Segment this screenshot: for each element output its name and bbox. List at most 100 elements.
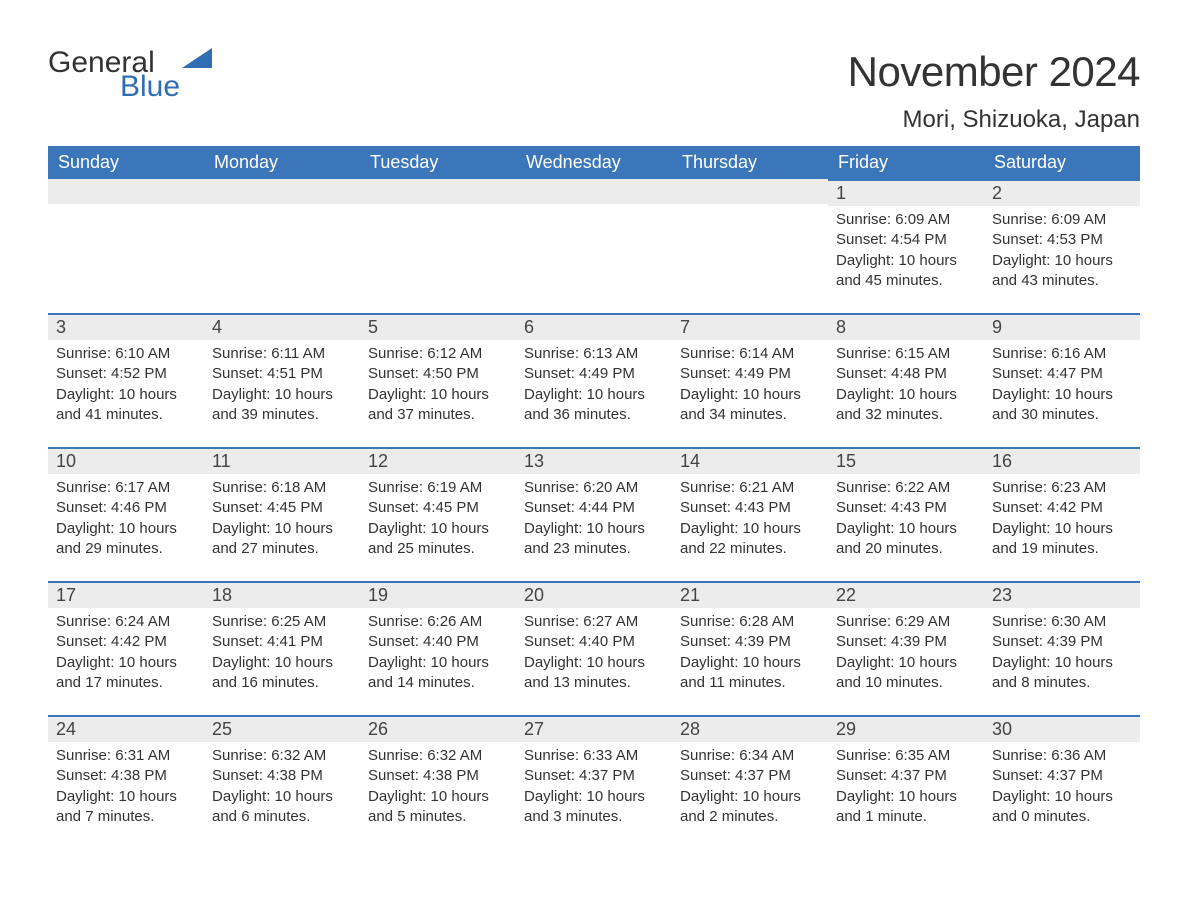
day-number bbox=[204, 179, 360, 204]
day-number: 18 bbox=[204, 581, 360, 608]
location: Mori, Shizuoka, Japan bbox=[848, 106, 1140, 134]
calendar-cell: 22Sunrise: 6:29 AMSunset: 4:39 PMDayligh… bbox=[828, 581, 984, 715]
logo: General Blue bbox=[48, 48, 218, 102]
flag-icon bbox=[182, 48, 218, 77]
day-details: Sunrise: 6:30 AMSunset: 4:39 PMDaylight:… bbox=[984, 608, 1140, 701]
weekday-header: Thursday bbox=[672, 146, 828, 179]
calendar-cell: 2Sunrise: 6:09 AMSunset: 4:53 PMDaylight… bbox=[984, 179, 1140, 313]
calendar-cell: 15Sunrise: 6:22 AMSunset: 4:43 PMDayligh… bbox=[828, 447, 984, 581]
calendar-cell: 1Sunrise: 6:09 AMSunset: 4:54 PMDaylight… bbox=[828, 179, 984, 313]
day-details: Sunrise: 6:21 AMSunset: 4:43 PMDaylight:… bbox=[672, 474, 828, 567]
day-number bbox=[48, 179, 204, 204]
day-details: Sunrise: 6:20 AMSunset: 4:44 PMDaylight:… bbox=[516, 474, 672, 567]
day-number: 10 bbox=[48, 447, 204, 474]
day-number: 7 bbox=[672, 313, 828, 340]
day-details: Sunrise: 6:09 AMSunset: 4:53 PMDaylight:… bbox=[984, 206, 1140, 299]
day-details: Sunrise: 6:23 AMSunset: 4:42 PMDaylight:… bbox=[984, 474, 1140, 567]
day-details: Sunrise: 6:22 AMSunset: 4:43 PMDaylight:… bbox=[828, 474, 984, 567]
day-number bbox=[516, 179, 672, 204]
calendar-table: SundayMondayTuesdayWednesdayThursdayFrid… bbox=[48, 146, 1140, 849]
day-number: 15 bbox=[828, 447, 984, 474]
calendar-week-row: 10Sunrise: 6:17 AMSunset: 4:46 PMDayligh… bbox=[48, 447, 1140, 581]
day-details: Sunrise: 6:29 AMSunset: 4:39 PMDaylight:… bbox=[828, 608, 984, 701]
calendar-cell: 30Sunrise: 6:36 AMSunset: 4:37 PMDayligh… bbox=[984, 715, 1140, 849]
day-number: 29 bbox=[828, 715, 984, 742]
calendar-week-row: 24Sunrise: 6:31 AMSunset: 4:38 PMDayligh… bbox=[48, 715, 1140, 849]
day-number bbox=[360, 179, 516, 204]
calendar-cell: 21Sunrise: 6:28 AMSunset: 4:39 PMDayligh… bbox=[672, 581, 828, 715]
day-details: Sunrise: 6:19 AMSunset: 4:45 PMDaylight:… bbox=[360, 474, 516, 567]
weekday-header-row: SundayMondayTuesdayWednesdayThursdayFrid… bbox=[48, 146, 1140, 179]
day-details: Sunrise: 6:25 AMSunset: 4:41 PMDaylight:… bbox=[204, 608, 360, 701]
day-details: Sunrise: 6:34 AMSunset: 4:37 PMDaylight:… bbox=[672, 742, 828, 835]
calendar-cell: 9Sunrise: 6:16 AMSunset: 4:47 PMDaylight… bbox=[984, 313, 1140, 447]
calendar-cell: 8Sunrise: 6:15 AMSunset: 4:48 PMDaylight… bbox=[828, 313, 984, 447]
day-details: Sunrise: 6:32 AMSunset: 4:38 PMDaylight:… bbox=[204, 742, 360, 835]
calendar-cell bbox=[516, 179, 672, 313]
weekday-header: Tuesday bbox=[360, 146, 516, 179]
calendar-cell: 17Sunrise: 6:24 AMSunset: 4:42 PMDayligh… bbox=[48, 581, 204, 715]
day-number: 3 bbox=[48, 313, 204, 340]
calendar-cell bbox=[360, 179, 516, 313]
calendar-cell: 29Sunrise: 6:35 AMSunset: 4:37 PMDayligh… bbox=[828, 715, 984, 849]
month-title: November 2024 bbox=[848, 48, 1140, 96]
day-number: 30 bbox=[984, 715, 1140, 742]
calendar-cell: 14Sunrise: 6:21 AMSunset: 4:43 PMDayligh… bbox=[672, 447, 828, 581]
day-number: 16 bbox=[984, 447, 1140, 474]
day-details: Sunrise: 6:27 AMSunset: 4:40 PMDaylight:… bbox=[516, 608, 672, 701]
calendar-cell bbox=[48, 179, 204, 313]
day-number: 2 bbox=[984, 179, 1140, 206]
day-details: Sunrise: 6:26 AMSunset: 4:40 PMDaylight:… bbox=[360, 608, 516, 701]
day-number: 21 bbox=[672, 581, 828, 608]
calendar-cell: 27Sunrise: 6:33 AMSunset: 4:37 PMDayligh… bbox=[516, 715, 672, 849]
day-number: 9 bbox=[984, 313, 1140, 340]
day-details: Sunrise: 6:32 AMSunset: 4:38 PMDaylight:… bbox=[360, 742, 516, 835]
calendar-cell: 6Sunrise: 6:13 AMSunset: 4:49 PMDaylight… bbox=[516, 313, 672, 447]
day-details: Sunrise: 6:13 AMSunset: 4:49 PMDaylight:… bbox=[516, 340, 672, 433]
day-number: 17 bbox=[48, 581, 204, 608]
day-number bbox=[672, 179, 828, 204]
calendar-week-row: 17Sunrise: 6:24 AMSunset: 4:42 PMDayligh… bbox=[48, 581, 1140, 715]
calendar-cell: 11Sunrise: 6:18 AMSunset: 4:45 PMDayligh… bbox=[204, 447, 360, 581]
day-number: 28 bbox=[672, 715, 828, 742]
day-details: Sunrise: 6:36 AMSunset: 4:37 PMDaylight:… bbox=[984, 742, 1140, 835]
logo-word-blue: Blue bbox=[120, 72, 180, 102]
day-details: Sunrise: 6:31 AMSunset: 4:38 PMDaylight:… bbox=[48, 742, 204, 835]
day-details: Sunrise: 6:09 AMSunset: 4:54 PMDaylight:… bbox=[828, 206, 984, 299]
calendar-cell: 3Sunrise: 6:10 AMSunset: 4:52 PMDaylight… bbox=[48, 313, 204, 447]
day-details bbox=[360, 204, 516, 216]
day-number: 20 bbox=[516, 581, 672, 608]
day-details: Sunrise: 6:28 AMSunset: 4:39 PMDaylight:… bbox=[672, 608, 828, 701]
day-number: 14 bbox=[672, 447, 828, 474]
header: General Blue November 2024 Mori, Shizuok… bbox=[48, 48, 1140, 142]
day-details: Sunrise: 6:10 AMSunset: 4:52 PMDaylight:… bbox=[48, 340, 204, 433]
day-number: 22 bbox=[828, 581, 984, 608]
day-details bbox=[516, 204, 672, 216]
day-number: 4 bbox=[204, 313, 360, 340]
day-details: Sunrise: 6:11 AMSunset: 4:51 PMDaylight:… bbox=[204, 340, 360, 433]
day-number: 24 bbox=[48, 715, 204, 742]
calendar-cell: 5Sunrise: 6:12 AMSunset: 4:50 PMDaylight… bbox=[360, 313, 516, 447]
day-details: Sunrise: 6:14 AMSunset: 4:49 PMDaylight:… bbox=[672, 340, 828, 433]
calendar-cell: 12Sunrise: 6:19 AMSunset: 4:45 PMDayligh… bbox=[360, 447, 516, 581]
calendar-cell: 24Sunrise: 6:31 AMSunset: 4:38 PMDayligh… bbox=[48, 715, 204, 849]
day-details: Sunrise: 6:16 AMSunset: 4:47 PMDaylight:… bbox=[984, 340, 1140, 433]
calendar-week-row: 1Sunrise: 6:09 AMSunset: 4:54 PMDaylight… bbox=[48, 179, 1140, 313]
calendar-cell: 18Sunrise: 6:25 AMSunset: 4:41 PMDayligh… bbox=[204, 581, 360, 715]
day-details: Sunrise: 6:15 AMSunset: 4:48 PMDaylight:… bbox=[828, 340, 984, 433]
title-block: November 2024 Mori, Shizuoka, Japan bbox=[848, 48, 1140, 142]
day-details bbox=[672, 204, 828, 216]
day-details: Sunrise: 6:35 AMSunset: 4:37 PMDaylight:… bbox=[828, 742, 984, 835]
day-number: 1 bbox=[828, 179, 984, 206]
weekday-header: Monday bbox=[204, 146, 360, 179]
calendar-cell: 20Sunrise: 6:27 AMSunset: 4:40 PMDayligh… bbox=[516, 581, 672, 715]
day-number: 26 bbox=[360, 715, 516, 742]
day-details bbox=[204, 204, 360, 216]
weekday-header: Saturday bbox=[984, 146, 1140, 179]
day-number: 19 bbox=[360, 581, 516, 608]
day-number: 25 bbox=[204, 715, 360, 742]
calendar-cell: 28Sunrise: 6:34 AMSunset: 4:37 PMDayligh… bbox=[672, 715, 828, 849]
calendar-cell: 13Sunrise: 6:20 AMSunset: 4:44 PMDayligh… bbox=[516, 447, 672, 581]
day-number: 27 bbox=[516, 715, 672, 742]
day-number: 8 bbox=[828, 313, 984, 340]
